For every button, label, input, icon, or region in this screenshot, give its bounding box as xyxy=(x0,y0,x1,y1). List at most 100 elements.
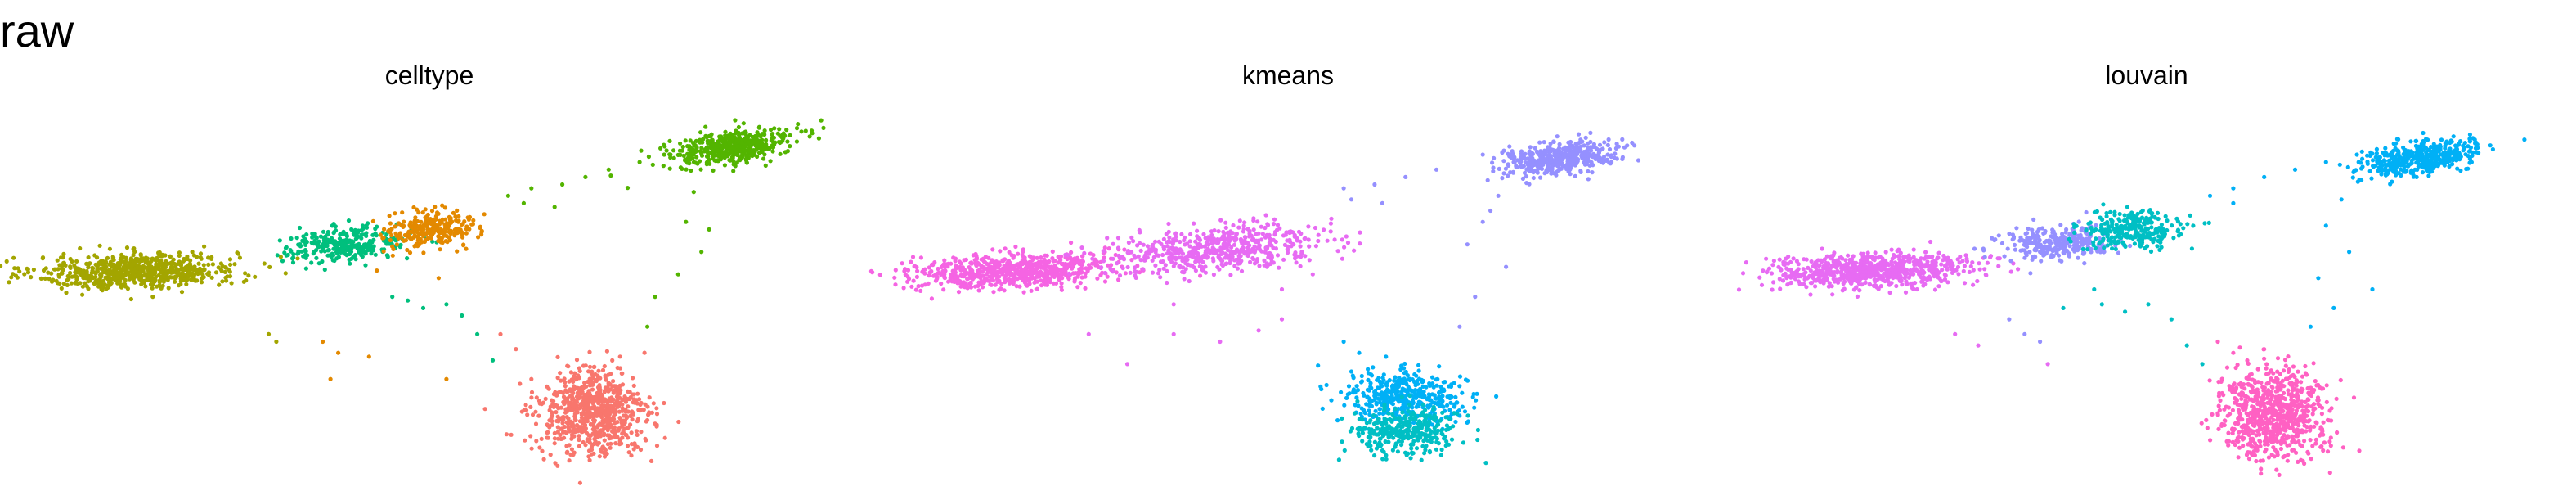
scatter-point xyxy=(1566,140,1571,145)
scatter-point xyxy=(1178,247,1183,252)
cluster-3 xyxy=(370,203,487,258)
scatter-point xyxy=(321,339,325,345)
scatter-point xyxy=(1339,390,1344,394)
scatter-point xyxy=(1195,228,1200,233)
scatter-point xyxy=(760,149,765,155)
scatter-point xyxy=(1561,146,1566,151)
scatter-point xyxy=(1059,287,1064,292)
scatter-point xyxy=(1187,244,1192,249)
scatter-point xyxy=(579,426,584,431)
scatter-point xyxy=(1021,273,1026,278)
scatter-point xyxy=(437,222,442,227)
scatter-point xyxy=(213,270,219,275)
scatter-point xyxy=(155,255,159,260)
scatter-point xyxy=(1416,403,1421,408)
scatter-point xyxy=(562,376,567,381)
scatter-point xyxy=(929,268,934,274)
scatter-point xyxy=(545,384,550,389)
scatter-point xyxy=(581,439,586,445)
scatter-point xyxy=(73,281,78,286)
scatter-point xyxy=(943,268,948,273)
scatter-point xyxy=(289,249,294,254)
scatter-point xyxy=(1394,391,1399,396)
scatter-point xyxy=(590,369,595,374)
scatter-point xyxy=(56,267,61,272)
scatter-point xyxy=(926,281,931,286)
scatter-point xyxy=(927,265,931,270)
scatter-point xyxy=(232,262,237,267)
scatter-point xyxy=(425,227,430,232)
scatter-point xyxy=(608,445,613,450)
scatter-point xyxy=(763,163,768,168)
scatter-point xyxy=(1366,367,1371,372)
scatter-point xyxy=(678,152,683,157)
scatter-point xyxy=(764,137,769,142)
scatter-point xyxy=(559,378,563,383)
scatter-point xyxy=(586,454,591,459)
scatter-point xyxy=(1534,168,1539,173)
scatter-point xyxy=(552,205,557,209)
scatter-point xyxy=(630,409,635,414)
scatter-point xyxy=(619,371,624,376)
scatter-point xyxy=(1569,158,1574,164)
scatter-point xyxy=(1354,395,1359,400)
scatter-point xyxy=(128,296,133,302)
scatter-point xyxy=(73,273,78,278)
scatter-point xyxy=(225,274,230,279)
scatter-point xyxy=(969,261,974,266)
scatter-point xyxy=(1344,395,1349,400)
scatter-point xyxy=(903,272,908,277)
scatter-point xyxy=(504,432,509,437)
scatter-point xyxy=(1594,155,1599,160)
scatter-point xyxy=(1306,237,1311,242)
scatter-point xyxy=(396,222,401,227)
scatter-point xyxy=(1131,239,1136,244)
scatter-point xyxy=(1267,241,1272,246)
scatter-point xyxy=(1009,253,1014,258)
scatter-point xyxy=(638,447,644,453)
scatter-point xyxy=(1022,255,1027,260)
scatter-point xyxy=(713,159,718,164)
scatter-point xyxy=(415,218,420,224)
scatter-point xyxy=(455,231,460,236)
scatter-point xyxy=(267,264,272,269)
scatter-point xyxy=(1573,147,1577,152)
scatter-point xyxy=(1423,436,1428,441)
scatter-point xyxy=(411,205,416,210)
scatter-point xyxy=(1091,253,1096,258)
scatter-point xyxy=(1078,281,1083,286)
scatter-point xyxy=(324,241,330,246)
scatter-point xyxy=(173,279,177,284)
scatter-point xyxy=(741,121,746,126)
scatter-point xyxy=(593,439,598,444)
scatter-point xyxy=(1120,266,1125,271)
scatter-point xyxy=(1263,235,1268,240)
scatter-point xyxy=(767,146,772,151)
scatter-point xyxy=(1373,408,1378,413)
scatter-point xyxy=(1196,246,1201,250)
scatter-point xyxy=(1002,288,1007,293)
scatter-point xyxy=(177,250,182,255)
scatter-point xyxy=(1187,239,1192,244)
scatter-point xyxy=(1524,181,1529,186)
scatter-point xyxy=(453,214,458,219)
scatter-point xyxy=(456,227,461,232)
scatter-point xyxy=(550,402,555,407)
scatter-point xyxy=(730,137,735,142)
scatter-point xyxy=(927,273,931,278)
scatter-point xyxy=(971,253,976,258)
scatter-point xyxy=(1125,264,1130,270)
scatter-point xyxy=(1017,263,1022,268)
scatter-point xyxy=(1568,147,1573,152)
cluster-3 xyxy=(1485,130,1641,187)
scatter-point xyxy=(587,349,592,354)
scatter-point xyxy=(1415,378,1420,383)
scatter-point xyxy=(393,211,397,216)
scatter-point xyxy=(479,228,484,233)
scatter-point xyxy=(141,278,146,283)
scatter-point xyxy=(980,285,985,290)
scatter-point xyxy=(1470,394,1475,399)
scatter-point xyxy=(1380,412,1386,417)
scatter-point xyxy=(1277,265,1281,270)
scatter-point xyxy=(1501,171,1506,176)
